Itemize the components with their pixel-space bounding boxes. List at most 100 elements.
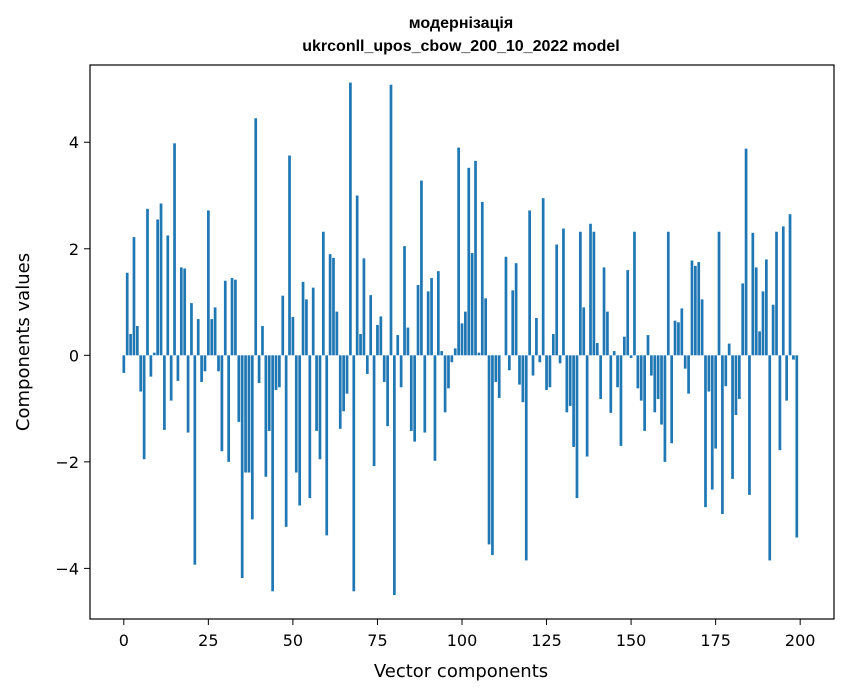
bar-103 xyxy=(470,253,474,356)
bar-113 xyxy=(504,256,508,356)
bar-139 xyxy=(592,231,596,356)
bar-184 xyxy=(744,148,748,356)
x-axis-label: Vector components xyxy=(374,661,548,682)
bar-189 xyxy=(761,291,765,356)
bar-130 xyxy=(562,228,565,356)
bar-155 xyxy=(646,335,650,356)
bar-86 xyxy=(413,355,417,442)
bar-14 xyxy=(169,355,173,401)
bar-27 xyxy=(213,307,217,356)
bar-61 xyxy=(328,254,332,356)
bar-159 xyxy=(660,355,663,425)
bar-76 xyxy=(379,316,383,356)
bar-20 xyxy=(190,303,193,356)
bar-11 xyxy=(159,203,163,356)
bar-17 xyxy=(179,267,183,356)
bar-0 xyxy=(122,355,126,373)
bar-36 xyxy=(244,355,247,473)
bar-178 xyxy=(724,355,728,387)
bar-157 xyxy=(653,355,657,413)
bar-22 xyxy=(196,319,200,356)
bar-31 xyxy=(227,355,231,462)
bar-7 xyxy=(146,208,149,356)
bar-43 xyxy=(267,355,271,431)
bar-187 xyxy=(754,267,758,356)
bar-66 xyxy=(345,355,349,394)
bar-95 xyxy=(443,355,447,413)
bar-188 xyxy=(758,331,761,356)
bar-75 xyxy=(376,324,379,356)
bar-12 xyxy=(163,355,166,430)
bar-199 xyxy=(795,355,799,538)
bar-121 xyxy=(531,355,535,376)
bar-6 xyxy=(142,355,146,460)
bar-126 xyxy=(548,355,552,388)
bar-30 xyxy=(223,280,227,356)
bar-175 xyxy=(714,355,717,449)
bar-93 xyxy=(436,271,440,356)
x-tick-label-0: 0 xyxy=(119,631,129,650)
bar-193 xyxy=(775,231,778,356)
bar-46 xyxy=(278,355,281,388)
bar-25 xyxy=(207,210,210,356)
bar-161 xyxy=(666,231,670,356)
bar-146 xyxy=(616,355,619,388)
bar-97 xyxy=(450,355,454,363)
x-tick-label-50: 50 xyxy=(283,631,303,650)
bar-177 xyxy=(721,355,724,515)
bar-35 xyxy=(240,355,244,578)
bar-191 xyxy=(768,355,772,561)
bar-98 xyxy=(453,348,457,356)
bar-59 xyxy=(321,231,325,356)
bar-166 xyxy=(683,355,687,369)
bar-183 xyxy=(741,283,745,356)
bar-197 xyxy=(788,214,792,356)
bar-108 xyxy=(487,355,491,545)
bar-176 xyxy=(717,231,721,356)
bar-182 xyxy=(737,355,741,399)
bar-179 xyxy=(727,343,731,356)
bar-42 xyxy=(264,355,268,477)
bar-40 xyxy=(257,355,261,384)
x-tick-label-75: 75 xyxy=(367,631,387,650)
bar-24 xyxy=(203,355,207,372)
bar-89 xyxy=(423,355,427,433)
bar-53 xyxy=(301,281,305,356)
bar-198 xyxy=(792,355,795,360)
x-tick-label-100: 100 xyxy=(447,631,478,650)
bar-156 xyxy=(650,355,653,376)
bar-94 xyxy=(440,351,444,356)
bar-68 xyxy=(352,355,356,592)
chart-title: модернізація xyxy=(409,15,513,32)
bar-15 xyxy=(173,143,176,356)
bar-71 xyxy=(362,258,366,356)
bar-111 xyxy=(497,355,501,398)
bar-160 xyxy=(663,355,667,462)
bar-32 xyxy=(230,278,234,356)
bar-52 xyxy=(298,355,302,506)
bar-13 xyxy=(166,235,170,356)
bar-124 xyxy=(541,198,545,356)
bar-73 xyxy=(369,295,373,356)
y-tick-label-2: 2 xyxy=(69,240,79,259)
x-axis: 0 25 50 75 100 125 150 175 200 xyxy=(119,619,815,650)
bar-58 xyxy=(318,355,322,460)
bar-55 xyxy=(308,355,312,499)
bar-91 xyxy=(430,278,433,356)
bar-186 xyxy=(751,232,755,356)
bar-109 xyxy=(491,355,494,556)
x-tick-label-125: 125 xyxy=(531,631,562,650)
bar-115 xyxy=(511,290,515,356)
bar-138 xyxy=(589,223,592,356)
bar-82 xyxy=(399,355,403,388)
chart-subtitle: ukrconll_upos_cbow_200_10_2022 model xyxy=(302,38,619,55)
bar-110 xyxy=(494,355,498,382)
bar-117 xyxy=(518,355,521,385)
bar-118 xyxy=(521,355,525,403)
bar-48 xyxy=(284,355,288,527)
bar-81 xyxy=(396,335,400,356)
bar-54 xyxy=(305,299,308,356)
bar-74 xyxy=(372,355,376,467)
x-tick-label-150: 150 xyxy=(616,631,647,650)
